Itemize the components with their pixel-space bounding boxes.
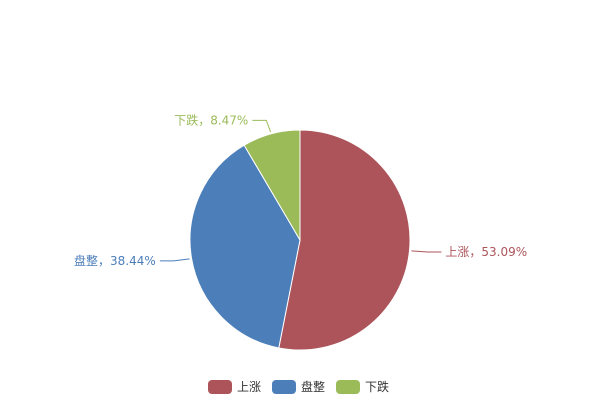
pie-slice-1 — [189, 144, 301, 349]
legend-label-2: 下跌 — [365, 379, 389, 394]
legend-label-1: 盘整 — [301, 379, 325, 394]
legend-item-1[interactable]: 盘整 — [272, 379, 325, 394]
legend-swatch-2 — [336, 380, 360, 394]
pie-slice-2 — [243, 129, 301, 242]
label-leader-line-0 — [411, 250, 442, 253]
data-label-1: 盘整，38.44% — [74, 253, 156, 268]
legend: 上涨 盘整 下跌 — [208, 379, 389, 394]
legend-item-0[interactable]: 上涨 — [208, 379, 261, 394]
label-leader-line-1 — [159, 258, 190, 262]
pie-slices — [189, 129, 411, 351]
data-label-0: 上涨，53.09% — [445, 244, 527, 259]
legend-label-0: 上涨 — [237, 379, 261, 394]
pie-slice-0 — [278, 129, 411, 351]
pie-labels: 上涨，53.09% 盘整，38.44% 下跌，8.47% — [74, 112, 527, 267]
legend-swatch-0 — [208, 380, 232, 394]
label-leader-line-2 — [252, 119, 272, 133]
legend-item-2[interactable]: 下跌 — [336, 379, 389, 394]
legend-swatch-1 — [272, 380, 296, 394]
data-label-2: 下跌，8.47% — [174, 112, 248, 127]
